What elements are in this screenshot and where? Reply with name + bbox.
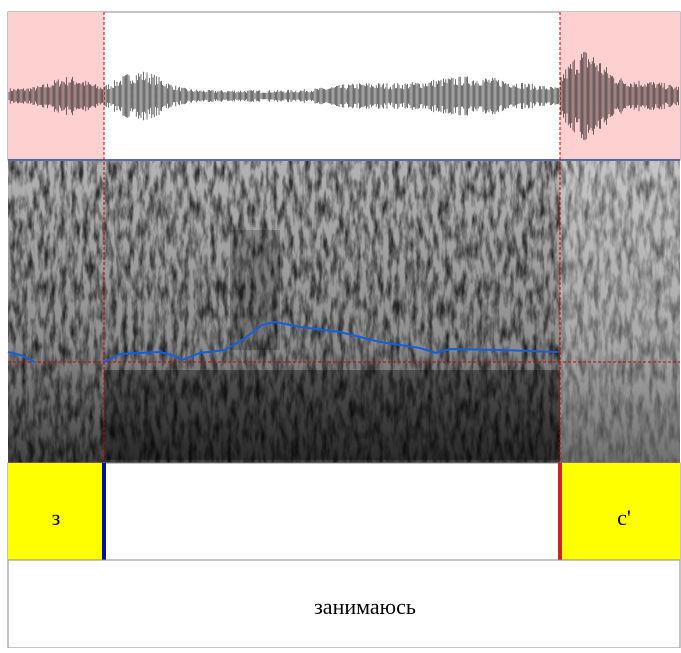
phone-label: с' bbox=[617, 505, 631, 530]
formant-band bbox=[104, 370, 560, 460]
spectrogram bbox=[8, 161, 680, 463]
phone-tier: з с' bbox=[8, 463, 680, 562]
phone-label: з bbox=[52, 505, 61, 530]
fricative-region bbox=[560, 161, 680, 463]
speech-editor: з с' занимаюсь bbox=[0, 0, 681, 648]
word-label: занимаюсь bbox=[314, 594, 416, 619]
formant-band bbox=[230, 230, 280, 350]
waveform-panel bbox=[8, 12, 680, 160]
word-tier: занимаюсь bbox=[8, 560, 680, 648]
